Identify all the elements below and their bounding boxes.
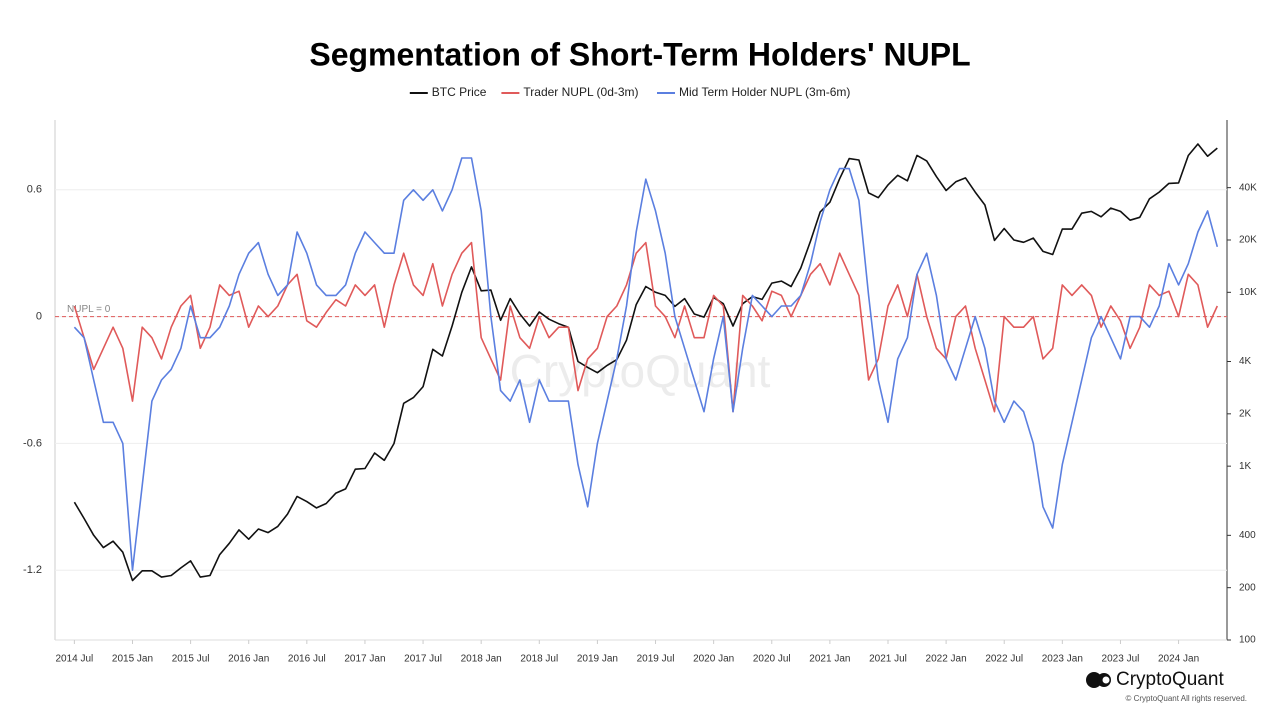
- y2-tick-label: 200: [1239, 582, 1256, 593]
- x-tick-label: 2016 Jul: [288, 654, 326, 665]
- x-tick-label: 2023 Jan: [1042, 654, 1083, 665]
- x-tick-label: 2020 Jan: [693, 654, 734, 665]
- x-tick-label: 2024 Jan: [1158, 654, 1199, 665]
- y2-tick-label: 40K: [1239, 182, 1257, 193]
- chart-title: Segmentation of Short-Term Holders' NUPL: [309, 36, 970, 72]
- y-tick-label: -1.2: [23, 564, 42, 576]
- legend-label: Mid Term Holder NUPL (3m-6m): [679, 85, 850, 99]
- copyright: © CryptoQuant All rights reserved.: [1126, 694, 1248, 703]
- x-tick-label: 2019 Jan: [577, 654, 618, 665]
- y-tick-label: 0: [36, 310, 42, 322]
- logo-icon: [1086, 672, 1102, 688]
- logo: [1086, 672, 1111, 688]
- x-tick-label: 2021 Jan: [809, 654, 850, 665]
- series-line: [73, 241, 1219, 413]
- series-line: [73, 157, 1219, 571]
- x-tick-label: 2018 Jan: [461, 654, 502, 665]
- logo-icon: [1102, 676, 1110, 684]
- x-tick-label: 2022 Jul: [985, 654, 1023, 665]
- x-tick-label: 2019 Jul: [637, 654, 675, 665]
- y2-tick-label: 10K: [1239, 287, 1257, 298]
- legend-label: BTC Price: [432, 85, 487, 99]
- x-tick-label: 2017 Jan: [344, 654, 385, 665]
- y2-tick-label: 20K: [1239, 235, 1257, 246]
- y2-tick-label: 4K: [1239, 356, 1252, 367]
- x-tick-label: 2016 Jan: [228, 654, 269, 665]
- x-tick-label: 2017 Jul: [404, 654, 442, 665]
- x-tick-label: 2022 Jan: [926, 654, 967, 665]
- x-tick-label: 2020 Jul: [753, 654, 791, 665]
- y-tick-label: -0.6: [23, 437, 42, 449]
- y-tick-label: 0.6: [27, 184, 42, 196]
- y2-tick-label: 100: [1239, 635, 1256, 646]
- y2-tick-label: 1K: [1239, 461, 1252, 472]
- x-tick-label: 2015 Jan: [112, 654, 153, 665]
- series-line: [73, 143, 1218, 582]
- y2-tick-label: 400: [1239, 530, 1256, 541]
- x-tick-label: 2023 Jul: [1102, 654, 1140, 665]
- x-tick-label: 2021 Jul: [869, 654, 907, 665]
- x-tick-label: 2018 Jul: [520, 654, 558, 665]
- x-tick-label: 2014 Jul: [55, 654, 93, 665]
- y2-tick-label: 2K: [1239, 408, 1252, 419]
- reference-label: NUPL = 0: [67, 304, 111, 315]
- x-tick-label: 2015 Jul: [172, 654, 210, 665]
- legend-label: Trader NUPL (0d-3m): [523, 85, 638, 99]
- brand: CryptoQuant: [1116, 669, 1224, 690]
